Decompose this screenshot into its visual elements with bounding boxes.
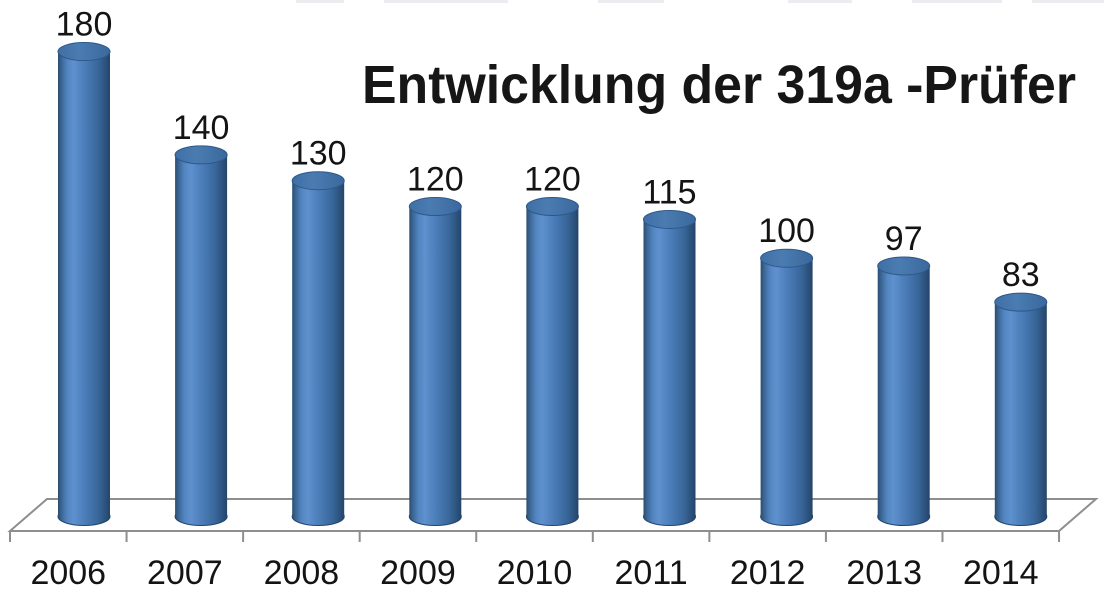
cylinder-top-face <box>643 209 696 229</box>
cylinder-top-face <box>760 248 814 268</box>
cropped-text-artifact <box>384 0 508 3</box>
x-axis-label: 2008 <box>264 554 340 592</box>
x-axis-label: 2007 <box>147 554 223 592</box>
cylinder-body <box>994 302 1047 517</box>
cropped-text-artifact <box>912 0 1002 3</box>
bar-cylinder <box>877 256 931 526</box>
bar-cylinder <box>408 197 462 526</box>
bar-cylinder <box>174 145 228 526</box>
bar-value-label: 180 <box>56 6 113 44</box>
cylinder-body <box>175 154 228 517</box>
cylinder-body <box>877 265 930 517</box>
cylinder-top-face <box>877 256 931 276</box>
bar-value-label: 140 <box>173 109 230 147</box>
bar-value-label: 120 <box>407 161 464 199</box>
bar-cylinder <box>994 292 1048 526</box>
x-axis-label: 2010 <box>497 554 573 592</box>
x-axis-ticks <box>9 531 1061 542</box>
cropped-text-artifact <box>1032 0 1104 3</box>
cylinder-top-face <box>57 42 111 62</box>
bar-cylinder <box>57 42 111 526</box>
cylinder-top-face <box>291 171 345 191</box>
cropped-text-artifact <box>296 0 344 3</box>
x-axis-label: 2009 <box>380 554 456 592</box>
bar-cylinder <box>760 248 814 526</box>
cropped-text-artifact <box>598 0 664 3</box>
cylinder-body <box>58 51 110 517</box>
cylinder-body <box>643 219 696 517</box>
cylinder-top-face <box>408 197 462 217</box>
bars-group <box>57 42 1048 526</box>
cropped-text-artifact <box>788 0 852 3</box>
bar-value-label: 97 <box>885 220 923 258</box>
x-axis-labels-group: 2006 2007 2008 2009 2010 2011 2012 2013 2014 <box>30 554 1038 592</box>
cylinder-top-face <box>174 145 228 165</box>
cylinder-body <box>409 206 462 517</box>
x-axis-label: 2012 <box>730 554 806 592</box>
chart-title: Entwicklung der 319a -Prüfer <box>362 55 1076 115</box>
bar-value-label: 120 <box>524 161 581 199</box>
bar-value-label: 100 <box>758 212 815 250</box>
x-axis-label: 2006 <box>30 554 106 592</box>
x-axis-label: 2013 <box>846 554 922 592</box>
bar-cylinder <box>525 197 579 526</box>
bar-cylinder <box>643 209 696 526</box>
x-axis-label: 2014 <box>963 554 1039 592</box>
bar-cylinder <box>291 171 345 526</box>
cylinder-top-face <box>994 292 1048 312</box>
bar-value-label: 115 <box>642 173 696 211</box>
cylinder-body <box>526 206 579 517</box>
cylinder-top-face <box>525 197 579 217</box>
cylinder-body <box>760 258 813 517</box>
cylinder-body <box>292 180 345 517</box>
x-axis-label: 2011 <box>615 554 688 592</box>
bar-value-label: 83 <box>1002 256 1040 294</box>
bar-value-label: 130 <box>290 135 347 173</box>
value-labels-group: 180 140 130 120 120 115 100 97 83 <box>56 6 1040 295</box>
